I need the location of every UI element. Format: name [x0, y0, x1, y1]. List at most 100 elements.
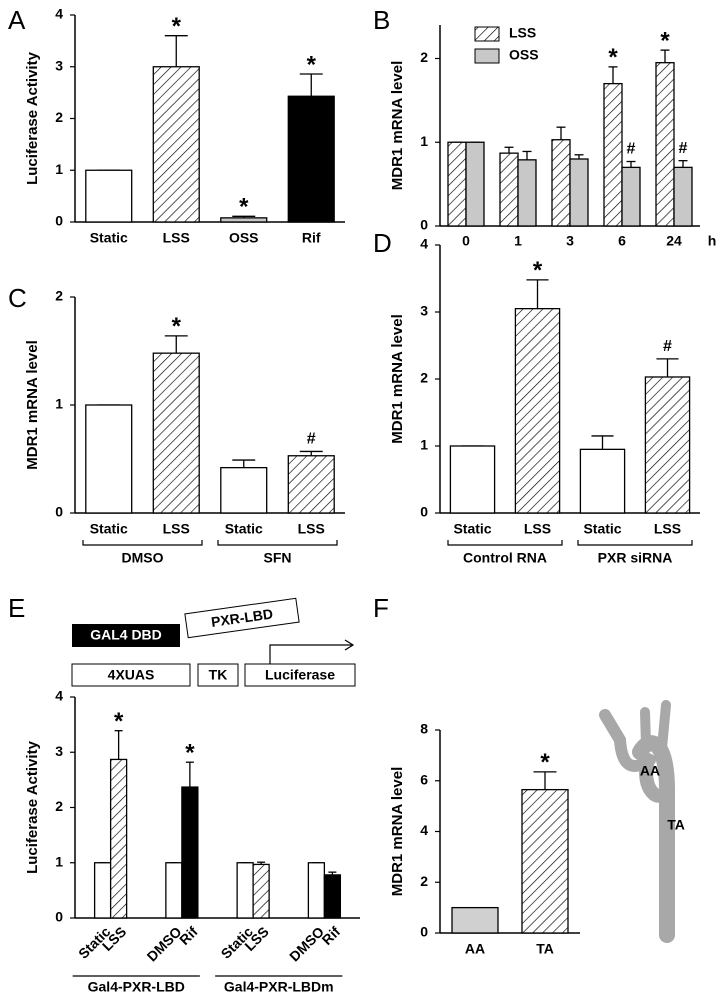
diagram-label: Luciferase	[265, 667, 335, 683]
significance-mark: *	[540, 749, 550, 776]
x-tick-label: TA	[536, 941, 554, 957]
bar	[644, 376, 691, 514]
y-tick-label: 1	[420, 437, 428, 453]
bar	[220, 217, 268, 223]
pxr-rect	[184, 597, 300, 639]
significance-mark: *	[239, 194, 249, 221]
bar	[109, 758, 128, 919]
x-tick-label: LSS	[163, 230, 190, 246]
bar	[287, 95, 335, 223]
y-tick-label: 2	[420, 873, 428, 889]
panel-label: B	[373, 5, 390, 35]
significance-mark: #	[679, 140, 688, 157]
aorta-drawing	[599, 700, 675, 943]
y-tick-label: 2	[55, 109, 63, 125]
x-tick-label: LSS	[298, 521, 325, 537]
y-tick-label: 2	[420, 370, 428, 386]
y-tick-label: 0	[420, 217, 428, 233]
x-tick-label: Static	[583, 521, 621, 537]
significance-mark: *	[172, 13, 182, 40]
group-bracket	[447, 540, 563, 546]
legend-swatch	[474, 48, 500, 64]
y-axis-label: MDR1 mRNA level	[389, 61, 406, 190]
x-tick-label: AA	[465, 941, 485, 957]
x-tick-label: 24	[666, 233, 682, 249]
bar	[551, 139, 571, 227]
significance-mark: *	[307, 51, 317, 78]
significance-mark: #	[627, 141, 636, 158]
x-tick-label: Static	[225, 521, 263, 537]
y-axis-label: Luciferase Activity	[24, 51, 41, 184]
bar	[93, 862, 112, 919]
x-tick-label: Rif	[302, 230, 321, 246]
diagram-label: TK	[209, 667, 228, 683]
x-tick-label: 6	[618, 233, 626, 249]
group-label: SFN	[264, 550, 292, 566]
group-label: Gal4-PXR-LBD	[88, 979, 185, 995]
y-tick-label: 2	[420, 49, 428, 65]
bar	[152, 66, 200, 223]
significance-mark: *	[660, 27, 670, 54]
bar	[673, 166, 693, 227]
group-bracket	[577, 540, 693, 546]
y-tick-label: 3	[420, 303, 428, 319]
bar	[603, 82, 623, 227]
legend-swatch	[474, 26, 500, 42]
bar	[181, 786, 199, 919]
gal4-box	[72, 624, 180, 647]
legend-label: LSS	[509, 25, 536, 41]
y-tick-label: 0	[55, 213, 63, 229]
bar	[579, 448, 626, 514]
bar	[569, 158, 589, 227]
y-tick-label: 4	[55, 688, 63, 704]
diagram-box	[197, 663, 239, 687]
bar	[236, 862, 254, 919]
bar	[449, 445, 496, 514]
bar	[287, 455, 335, 514]
y-tick-label: 1	[55, 396, 63, 412]
panel-label: D	[373, 228, 392, 258]
bar	[465, 141, 485, 227]
y-tick-label: 8	[420, 721, 428, 737]
diagram-label: TA	[667, 817, 685, 833]
bar	[521, 788, 569, 934]
group-label: DMSO	[122, 550, 164, 566]
y-tick-label: 3	[55, 743, 63, 759]
group-bracket	[82, 540, 203, 546]
y-tick-label: 0	[420, 924, 428, 940]
group-label: Control RNA	[463, 550, 547, 566]
x-tick-label: Static	[90, 521, 128, 537]
x-tick-label: LSS	[163, 521, 190, 537]
diagram-label: AA	[640, 763, 660, 779]
x-tick-label: DMSO	[286, 923, 327, 964]
bar	[220, 466, 268, 514]
bar	[447, 141, 467, 227]
y-tick-label: 4	[420, 822, 428, 838]
bar	[323, 874, 342, 919]
y-tick-label: 0	[55, 909, 63, 925]
y-tick-label: 2	[55, 798, 63, 814]
bar	[85, 404, 133, 514]
pxr-box: PXR-LBD	[184, 597, 300, 639]
bar	[655, 62, 675, 227]
diagram-box	[71, 663, 191, 687]
bar	[621, 166, 641, 227]
x-axis-label: h	[708, 233, 717, 249]
significance-mark: *	[185, 740, 195, 767]
bar	[514, 307, 561, 514]
significance-mark: *	[114, 708, 124, 735]
x-tick-label: DMSO	[144, 923, 185, 964]
x-tick-label: OSS	[229, 230, 259, 246]
x-tick-label: Rif	[319, 923, 344, 948]
panel-label: F	[373, 593, 389, 623]
bar	[499, 152, 519, 227]
promoter-arrow	[269, 639, 355, 664]
y-tick-label: 0	[55, 504, 63, 520]
y-axis-label: MDR1 mRNA level	[389, 314, 406, 443]
bar	[252, 863, 270, 919]
bar	[152, 352, 200, 514]
y-tick-label: 4	[420, 236, 428, 252]
bar	[165, 862, 183, 919]
bar	[451, 906, 499, 934]
